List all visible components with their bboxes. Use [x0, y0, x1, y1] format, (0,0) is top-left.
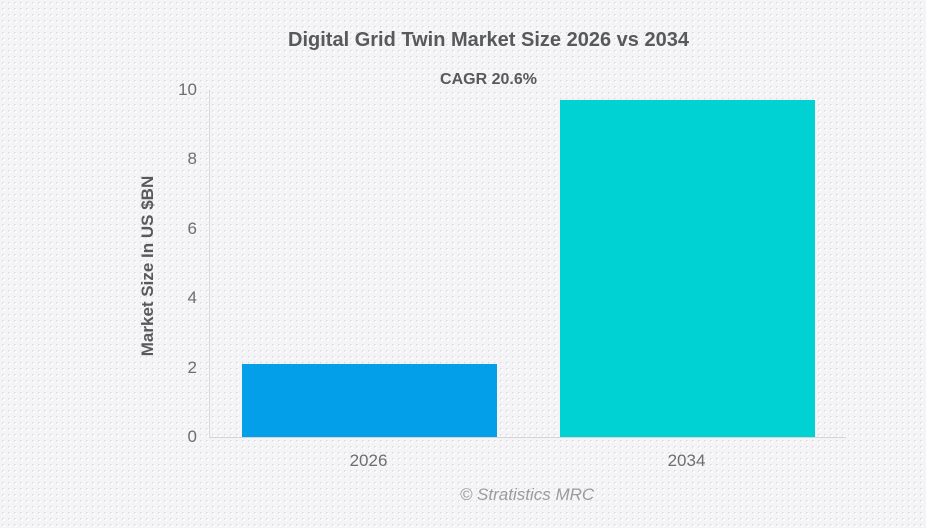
y-tick-label: 4 — [187, 288, 197, 308]
y-tick-label: 10 — [178, 80, 197, 99]
y-tick-label: 6 — [187, 218, 197, 238]
y-tick-label: 8 — [187, 149, 197, 169]
bar-2026 — [242, 364, 497, 437]
plot-area — [209, 90, 846, 438]
chart-subtitle: CAGR 20.6% — [440, 71, 537, 88]
x-tick-label: 2034 — [667, 451, 706, 470]
bar-2034 — [560, 100, 815, 437]
y-tick-label: 0 — [187, 427, 197, 446]
y-tick-label: 2 — [187, 357, 197, 377]
chart-title: Digital Grid Twin Market Size 2026 vs 20… — [288, 29, 689, 51]
x-tick-label: 2026 — [349, 451, 388, 470]
attribution-text: © Stratistics MRC — [459, 485, 595, 504]
y-axis-title: Market Size In US $BN — [138, 175, 157, 357]
